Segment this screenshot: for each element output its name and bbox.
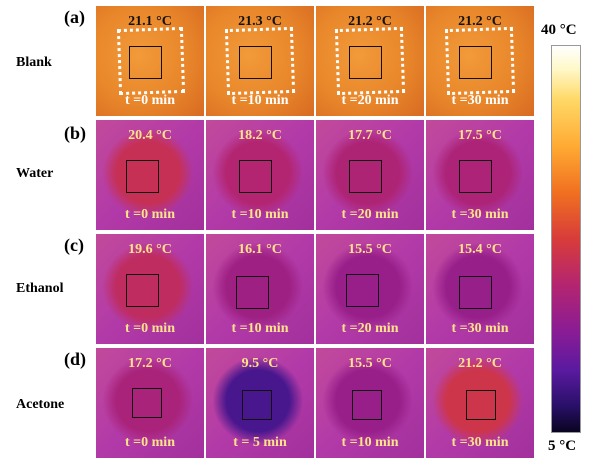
thermal-image-ethanol-2: 16.1 °C t =10 min: [206, 234, 314, 344]
measurement-box: [239, 46, 272, 79]
measurement-box: [459, 160, 492, 193]
time-label: t =10 min: [341, 435, 399, 450]
time-label: t =20 min: [341, 321, 399, 336]
measurement-box: [466, 390, 496, 420]
measurement-box: [239, 160, 272, 193]
color-scale-bar: [551, 45, 581, 433]
thermal-image-water-4: 17.5 °C t =30 min: [426, 120, 534, 230]
temperature-label: 21.1 °C: [128, 14, 172, 29]
temperature-label: 21.3 °C: [238, 14, 282, 29]
thermal-image-water-2: 18.2 °C t =10 min: [206, 120, 314, 230]
thermal-image-acetone-4: 21.2 °C t =30 min: [426, 348, 534, 458]
temperature-label: 15.5 °C: [348, 242, 392, 257]
measurement-box: [126, 274, 159, 307]
time-label: t =0 min: [125, 93, 175, 108]
measurement-box: [129, 46, 162, 79]
temperature-label: 21.2 °C: [348, 14, 392, 29]
thermal-image-acetone-2: 9.5 °C t = 5 min: [206, 348, 314, 458]
time-label: t =0 min: [125, 207, 175, 222]
time-label: t =30 min: [451, 321, 509, 336]
temperature-label: 17.7 °C: [348, 128, 392, 143]
temperature-label: 15.5 °C: [348, 356, 392, 371]
time-label: t =20 min: [341, 93, 399, 108]
temperature-label: 21.2 °C: [458, 14, 502, 29]
row-label-blank: Blank: [16, 55, 52, 70]
thermal-image-blank-4: 21.2 °C t =30 min: [426, 6, 534, 116]
thermal-image-ethanol-3: 15.5 °C t =20 min: [316, 234, 424, 344]
measurement-box: [242, 390, 272, 420]
time-label: t =0 min: [125, 435, 175, 450]
thermal-image-acetone-1: 17.2 °C t =0 min: [96, 348, 204, 458]
temperature-label: 20.4 °C: [128, 128, 172, 143]
time-label: t =30 min: [451, 93, 509, 108]
measurement-box: [236, 276, 269, 309]
measurement-box: [459, 46, 492, 79]
measurement-box: [132, 388, 162, 418]
measurement-box: [459, 276, 492, 309]
scale-max-label: 40 °C: [541, 22, 577, 38]
temperature-label: 16.1 °C: [238, 242, 282, 257]
thermal-image-water-1: 20.4 °C t =0 min: [96, 120, 204, 230]
thermal-image-blank-3: 21.2 °C t =20 min: [316, 6, 424, 116]
thermal-image-acetone-3: 15.5 °C t =10 min: [316, 348, 424, 458]
temperature-label: 9.5 °C: [241, 356, 279, 371]
thermal-image-ethanol-1: 19.6 °C t =0 min: [96, 234, 204, 344]
temperature-label: 17.5 °C: [458, 128, 502, 143]
time-label: t =30 min: [451, 207, 509, 222]
row-label-water: Water: [16, 166, 54, 181]
temperature-label: 15.4 °C: [458, 242, 502, 257]
panel-letter-b: (b): [64, 123, 86, 143]
thermal-image-ethanol-4: 15.4 °C t =30 min: [426, 234, 534, 344]
measurement-box: [349, 46, 382, 79]
temperature-label: 17.2 °C: [128, 356, 172, 371]
measurement-box: [126, 160, 159, 193]
thermal-image-blank-2: 21.3 °C t =10 min: [206, 6, 314, 116]
thermal-image-water-3: 17.7 °C t =20 min: [316, 120, 424, 230]
temperature-label: 19.6 °C: [128, 242, 172, 257]
temperature-label: 21.2 °C: [458, 356, 502, 371]
temperature-label: 18.2 °C: [238, 128, 282, 143]
measurement-box: [352, 390, 382, 420]
time-label: t =0 min: [125, 321, 175, 336]
panel-letter-d: (d): [64, 349, 86, 369]
panel-letter-c: (c): [64, 235, 84, 255]
thermal-image-blank-1: 21.1 °C t =0 min: [96, 6, 204, 116]
measurement-box: [346, 274, 379, 307]
time-label: t =20 min: [341, 207, 399, 222]
measurement-box: [349, 160, 382, 193]
row-label-acetone: Acetone: [16, 397, 65, 412]
time-label: t =10 min: [231, 207, 289, 222]
panel-letter-a: (a): [64, 7, 85, 27]
time-label: t =10 min: [231, 93, 289, 108]
row-label-ethanol: Ethanol: [16, 281, 64, 296]
scale-min-label: 5 °C: [548, 438, 577, 454]
time-label: t = 5 min: [233, 435, 287, 450]
time-label: t =10 min: [231, 321, 289, 336]
time-label: t =30 min: [451, 435, 509, 450]
